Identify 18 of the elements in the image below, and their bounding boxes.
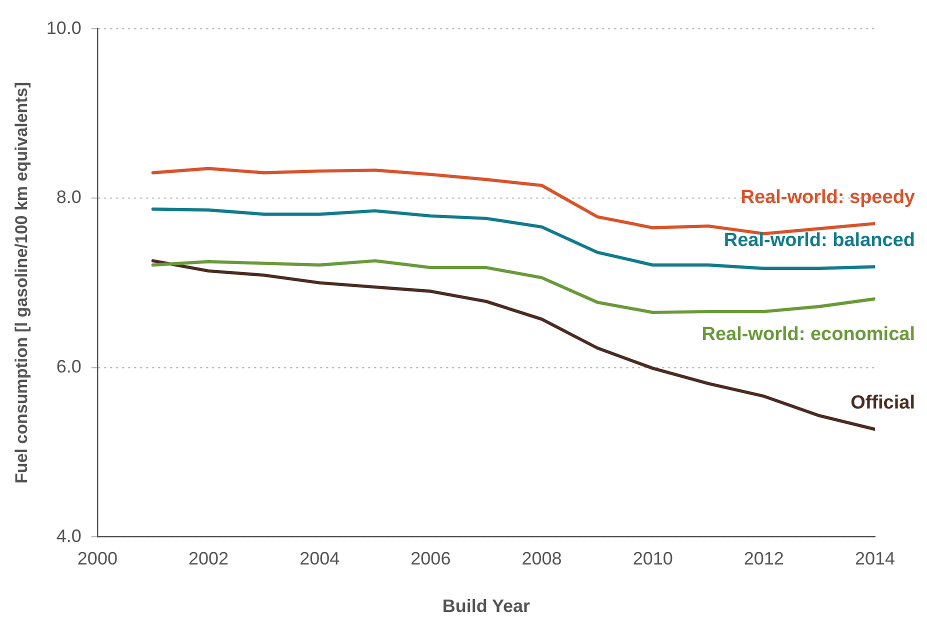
y-tick-label: 4.0 <box>56 526 82 546</box>
y-axis-title: Fuel consumption [l gasoline/100 km equivalents] <box>12 82 31 484</box>
series-label: Official <box>850 392 915 414</box>
series-label: Real-world: speedy <box>740 186 916 208</box>
x-tick-label: 2004 <box>300 548 340 569</box>
y-tick-label: 10.0 <box>46 18 82 38</box>
x-tick-label: 2002 <box>188 548 229 569</box>
series-label: Real-world: balanced <box>724 230 915 251</box>
y-tick-label: 8.0 <box>56 187 82 208</box>
x-tick-label: 2000 <box>77 548 118 569</box>
series-label: Real-world: economical <box>702 324 915 346</box>
x-axis-title: Build Year <box>442 596 530 616</box>
y-tick-label: 6.0 <box>56 356 82 376</box>
x-tick-label: 2010 <box>632 548 673 569</box>
x-tick-label: 2008 <box>522 548 562 569</box>
x-tick-label: 2006 <box>410 548 451 569</box>
x-tick-label: 2014 <box>854 548 896 569</box>
x-tick-label: 2012 <box>744 548 784 569</box>
